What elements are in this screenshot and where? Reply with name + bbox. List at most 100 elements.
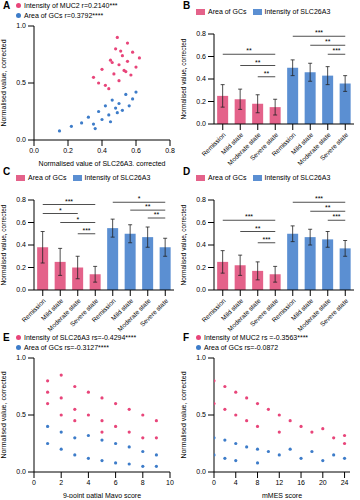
svg-text:0.0: 0.0	[29, 147, 39, 154]
svg-text:0.2: 0.2	[196, 98, 206, 105]
svg-text:0.4: 0.4	[196, 75, 206, 82]
svg-text:Remission: Remission	[270, 297, 297, 324]
svg-text:0.2: 0.2	[196, 264, 206, 271]
svg-text:24: 24	[341, 479, 349, 486]
svg-text:9-point patial Mayo score: 9-point patial Mayo score	[63, 492, 141, 498]
svg-text:0: 0	[32, 479, 36, 486]
svg-text:***: ***	[332, 47, 340, 54]
svg-text:***: ***	[82, 227, 90, 234]
html-text:Intensity of MUC2 r=0.2140***: Intensity of MUC2 r=0.2140***	[24, 2, 118, 9]
html-text:C: C	[3, 166, 11, 177]
svg-text:***: ***	[245, 213, 253, 220]
svg-text:Mild state: Mild state	[219, 131, 245, 156]
svg-text:***: ***	[315, 29, 323, 36]
svg-text:Remission: Remission	[90, 297, 117, 324]
html-text:Area of GCs: Area of GCs	[208, 8, 247, 15]
svg-text:**: **	[145, 203, 151, 210]
svg-text:0.6: 0.6	[196, 219, 206, 226]
html-text:Intensity of SLC26A3: Intensity of SLC26A3	[264, 8, 331, 15]
svg-text:0.6: 0.6	[131, 147, 141, 154]
svg-text:**: **	[325, 204, 331, 211]
svg-text:0.6: 0.6	[196, 53, 206, 60]
svg-text:Normalised value, corrected: Normalised value, corrected	[180, 371, 187, 458]
svg-text:12: 12	[275, 479, 283, 486]
svg-text:0: 0	[212, 479, 216, 486]
svg-text:Normalised value, corrected: Normalised value, corrected	[180, 38, 187, 119]
svg-text:**: **	[154, 211, 160, 218]
svg-text:0.0: 0.0	[196, 286, 206, 293]
svg-text:1.0: 1.0	[196, 354, 206, 361]
svg-text:0.5: 0.5	[196, 411, 206, 418]
svg-text:*: *	[138, 195, 141, 202]
svg-text:**: **	[246, 47, 252, 54]
svg-text:20: 20	[319, 479, 327, 486]
svg-text:***: ***	[65, 198, 73, 205]
svg-text:0.0: 0.0	[16, 136, 26, 143]
html-text:Area of GCs: Area of GCs	[28, 174, 67, 181]
svg-text:0.5: 0.5	[16, 411, 26, 418]
svg-text:4: 4	[86, 479, 90, 486]
svg-text:Remission: Remission	[200, 131, 227, 158]
svg-text:0.5: 0.5	[16, 79, 26, 86]
svg-text:4: 4	[234, 479, 238, 486]
svg-text:*: *	[59, 207, 62, 214]
svg-text:Remission: Remission	[20, 297, 47, 324]
svg-text:Mild state: Mild state	[39, 297, 65, 322]
svg-text:Normalised value, corrected: Normalised value, corrected	[180, 204, 187, 285]
svg-text:**: **	[255, 59, 261, 66]
svg-text:0.8: 0.8	[16, 196, 26, 203]
svg-text:0.4: 0.4	[16, 241, 26, 248]
svg-text:8: 8	[256, 479, 260, 486]
svg-text:0.0: 0.0	[196, 468, 206, 475]
svg-text:Mild state: Mild state	[289, 131, 315, 156]
svg-text:Severe state: Severe state	[318, 131, 349, 162]
svg-text:0.6: 0.6	[16, 219, 26, 226]
svg-text:0.8: 0.8	[196, 196, 206, 203]
svg-text:Mild state: Mild state	[289, 297, 315, 322]
svg-text:2: 2	[59, 479, 63, 486]
svg-text:Mild state: Mild state	[219, 297, 245, 322]
svg-text:0.8: 0.8	[165, 147, 175, 154]
svg-text:0.0: 0.0	[16, 286, 26, 293]
svg-text:Severe state: Severe state	[248, 131, 280, 162]
svg-text:***: ***	[332, 213, 340, 220]
svg-text:0.8: 0.8	[196, 30, 206, 37]
svg-text:0.4: 0.4	[97, 147, 107, 154]
html-text:Intensity of SLC26A3: Intensity of SLC26A3	[84, 174, 151, 181]
svg-text:1.0: 1.0	[16, 354, 26, 361]
svg-text:0.2: 0.2	[63, 147, 73, 154]
svg-text:Mild state: Mild state	[109, 297, 135, 322]
svg-text:1.0: 1.0	[16, 22, 26, 29]
svg-text:Normalised value of SLC26A3, c: Normalised value of SLC26A3, corrected	[39, 160, 166, 166]
svg-text:***: ***	[315, 195, 323, 202]
html-text:Intensity of SLC26A3: Intensity of SLC26A3	[264, 174, 331, 181]
html-text:A: A	[3, 0, 11, 11]
html-text:Area of GCs: Area of GCs	[208, 174, 247, 181]
svg-text:10: 10	[166, 479, 174, 486]
svg-text:**: **	[264, 70, 270, 77]
svg-text:Severe state: Severe state	[318, 297, 349, 328]
html-text:E: E	[3, 332, 10, 343]
svg-text:**: **	[325, 38, 331, 45]
html-text:D: D	[183, 166, 191, 177]
svg-text:**: **	[255, 225, 261, 232]
svg-text:Severe state: Severe state	[138, 297, 169, 328]
svg-text:***: ***	[262, 236, 270, 243]
html-text:B: B	[183, 0, 191, 11]
html-text:Intensity of SLC26A3 rs=-0.429: Intensity of SLC26A3 rs=-0.4294****	[24, 334, 137, 341]
svg-text:8: 8	[141, 479, 145, 486]
svg-text:0.2: 0.2	[16, 264, 26, 271]
svg-text:0.0: 0.0	[16, 468, 26, 475]
svg-text:Remission: Remission	[270, 131, 297, 158]
svg-text:16: 16	[297, 479, 305, 486]
svg-text:0.0: 0.0	[196, 120, 206, 127]
svg-text:*: *	[76, 216, 79, 223]
svg-text:Severe state: Severe state	[248, 297, 280, 328]
svg-text:Remission: Remission	[200, 297, 227, 324]
html-text:Area of GCs r=0.3792****: Area of GCs r=0.3792****	[24, 12, 104, 19]
svg-text:0.4: 0.4	[196, 241, 206, 248]
svg-text:6: 6	[114, 479, 118, 486]
svg-text:mMES score: mMES score	[262, 492, 302, 498]
html-text:Area of GCs rs=-0.3127****: Area of GCs rs=-0.3127****	[24, 344, 109, 351]
svg-text:Severe state: Severe state	[68, 297, 100, 328]
